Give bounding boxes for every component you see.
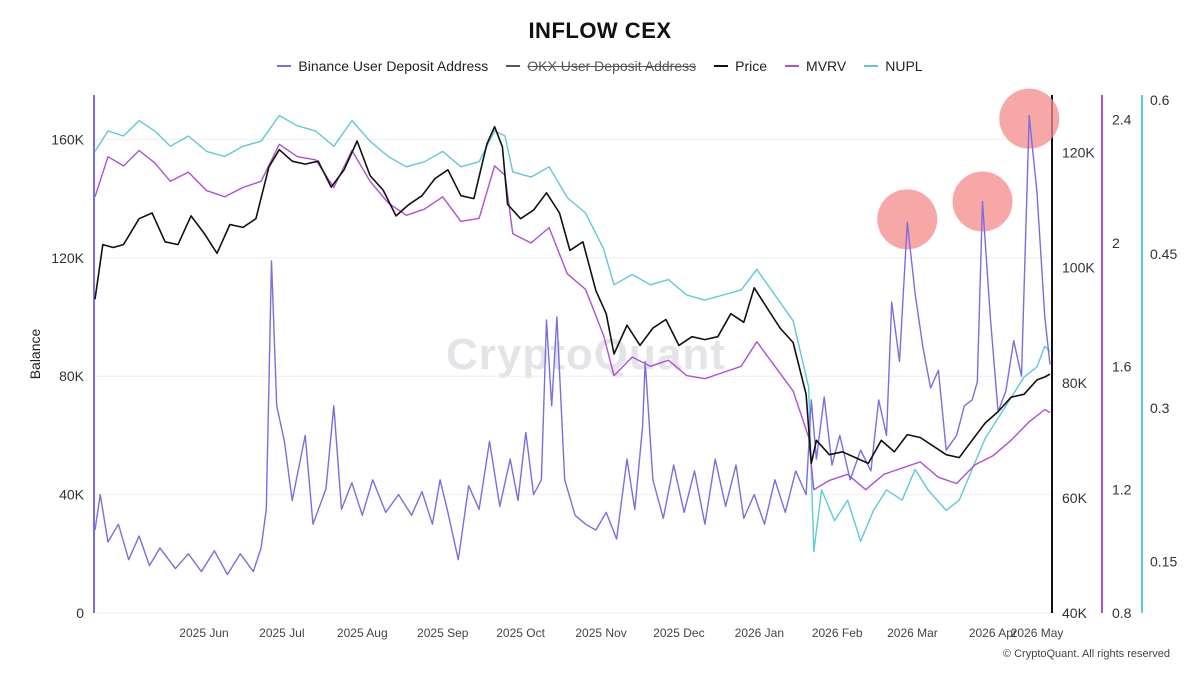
tick-label-x: 2026 Feb [812, 626, 863, 640]
series-line-binance-user-deposit-address [94, 115, 1051, 576]
tick-label-nupl: 0.6 [1150, 92, 1170, 108]
tick-label-x: 2025 Jun [179, 626, 228, 640]
tick-label-balance: 80K [59, 368, 85, 384]
axis-title-balance: Balance [27, 328, 43, 379]
legend-swatch [785, 65, 800, 67]
tick-label-mvrv: 1.6 [1112, 358, 1132, 374]
legend-label: NUPL [885, 58, 923, 74]
tick-label-price: 60K [1062, 490, 1088, 506]
tick-label-balance: 160K [51, 131, 84, 147]
tick-label-balance: 40K [59, 487, 85, 503]
tick-label-x: 2025 Oct [496, 626, 545, 640]
tick-label-x: 2026 Jan [735, 626, 784, 640]
legend-label: OKX User Deposit Address [527, 58, 697, 74]
series-line-nupl [94, 114, 1051, 553]
tick-label-x: 2026 May [1011, 626, 1064, 640]
tick-label-mvrv: 2.4 [1112, 112, 1132, 128]
tick-label-x: 2025 Jul [259, 626, 304, 640]
series-line-mvrv [94, 143, 1051, 491]
tick-label-nupl: 0.45 [1150, 246, 1177, 262]
legend-swatch [506, 65, 521, 67]
tick-label-x: 2025 Dec [653, 626, 704, 640]
legend-item-nupl[interactable]: NUPL [864, 58, 923, 74]
highlight-circle [877, 189, 938, 250]
chart-title: INFLOW CEX [528, 18, 672, 43]
legend-item-binance-user-deposit-address[interactable]: Binance User Deposit Address [277, 58, 488, 74]
tick-label-x: 2025 Nov [575, 626, 626, 640]
tick-label-x: 2026 Mar [887, 626, 938, 640]
tick-label-mvrv: 0.8 [1112, 605, 1132, 621]
tick-label-balance: 0 [76, 605, 84, 621]
tick-label-nupl: 0.15 [1150, 554, 1177, 570]
tick-label-mvrv: 2 [1112, 235, 1120, 251]
tick-label-price: 40K [1062, 605, 1088, 621]
legend-label: MVRV [806, 58, 847, 74]
copyright: © CryptoQuant. All rights reserved [1002, 648, 1170, 660]
legend-item-okx-user-deposit-address[interactable]: OKX User Deposit Address [506, 58, 696, 74]
legend-swatch [714, 65, 729, 67]
legend-swatch [864, 65, 879, 67]
tick-label-mvrv: 1.2 [1112, 482, 1132, 498]
tick-label-price: 120K [1062, 145, 1095, 161]
tick-label-price: 80K [1062, 375, 1088, 391]
tick-label-x: 2025 Sep [417, 626, 469, 640]
tick-label-x: 2026 Apr [969, 626, 1017, 640]
legend-item-mvrv[interactable]: MVRV [785, 58, 846, 74]
legend-item-price[interactable]: Price [714, 58, 767, 74]
legend-label: Price [735, 58, 768, 74]
legend-label: Binance User Deposit Address [298, 58, 489, 74]
tick-label-balance: 120K [51, 250, 84, 266]
legend-swatch [277, 65, 292, 67]
tick-label-x: 2025 Aug [337, 626, 388, 640]
series-line-price [94, 125, 1051, 465]
legend: Binance User Deposit Address OKX User Dep… [0, 58, 1200, 74]
tick-label-nupl: 0.3 [1150, 400, 1170, 416]
tick-label-price: 100K [1062, 260, 1095, 276]
